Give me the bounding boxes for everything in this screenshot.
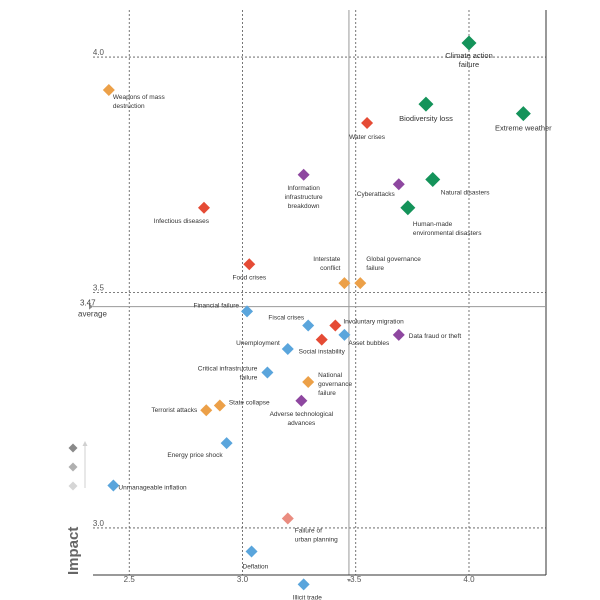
legend-arrow-icon (82, 441, 88, 446)
tick-layer: 2.5 3.0 3.5 4.0 3.0 3.5 4.0 (93, 48, 475, 584)
data-point-diamond[interactable] (241, 305, 254, 318)
data-point-label: Energy price shock (167, 452, 223, 459)
data-point-diamond[interactable] (200, 404, 213, 417)
data-point-diamond[interactable] (261, 366, 274, 379)
data-point-label: Climate action failure (445, 51, 493, 69)
data-point-diamond[interactable] (315, 333, 328, 346)
legend-diamond-icon (68, 481, 78, 491)
data-point-label: Human-made environmental disasters (413, 221, 482, 237)
data-point-diamond[interactable] (302, 319, 315, 332)
average-text-label: average (78, 310, 107, 319)
data-point-diamond[interactable] (281, 512, 294, 525)
x-average-marker-icon (346, 579, 351, 582)
data-point-diamond[interactable] (297, 168, 310, 181)
data-point-label: Deflation (243, 563, 269, 570)
data-point-diamond[interactable] (400, 200, 416, 216)
data-point-label: Food crises (232, 274, 266, 281)
data-point-diamond[interactable] (461, 35, 477, 51)
x-tick-label: 4.0 (463, 575, 475, 584)
grid-layer (89, 10, 546, 575)
data-point-diamond[interactable] (213, 399, 226, 412)
data-point-label: Interstate conflict (313, 256, 340, 272)
data-point-label: Unmanageable inflation (118, 485, 187, 492)
data-point-diamond[interactable] (197, 201, 210, 214)
data-point-diamond[interactable] (338, 328, 351, 341)
legend-layer (68, 441, 88, 491)
data-point-diamond[interactable] (354, 277, 367, 290)
data-point-diamond[interactable] (107, 479, 120, 492)
data-point-label: Terrorist attacks (151, 407, 198, 414)
data-point-label: Infectious diseases (154, 218, 210, 225)
data-point-diamond[interactable] (243, 258, 256, 271)
data-point-label: Biodiversity loss (399, 114, 453, 123)
data-point-diamond[interactable] (361, 117, 374, 129)
data-point-label: Financial failure (193, 302, 239, 309)
data-point-diamond[interactable] (302, 375, 315, 388)
data-point-diamond[interactable] (281, 343, 294, 355)
point-layer: Climate action failure Extreme weather Biod… (102, 35, 552, 600)
legend-diamond-icon (68, 462, 78, 472)
data-point-label: Failure of urban planning (295, 528, 338, 544)
data-point-label: Adverse technological advances (270, 411, 334, 427)
data-point-label: Critical infrastructure failure (198, 366, 258, 382)
y-tick-label: 3.5 (93, 284, 105, 293)
data-point-label: Asset bubbles (348, 340, 390, 347)
data-point-label: Weapons of mass destruction (113, 94, 166, 110)
data-point-label: Natural disasters (441, 190, 491, 197)
average-value-label: 3.47 (80, 299, 96, 308)
data-point-label: Cyberattacks (357, 191, 396, 198)
data-point-label: State collapse (229, 400, 270, 407)
data-point-diamond[interactable] (392, 178, 405, 191)
data-point-label: Fiscal crises (268, 314, 305, 321)
data-point-label: Illicit trade (293, 594, 323, 600)
data-point-label: Global governance failure (366, 256, 421, 272)
data-point-label: National governance failure (318, 372, 352, 397)
x-tick-label: 2.5 (124, 575, 136, 584)
data-point-diamond[interactable] (418, 96, 434, 112)
x-tick-label: 3.0 (237, 575, 249, 584)
data-point-diamond[interactable] (295, 394, 308, 407)
data-point-diamond[interactable] (220, 437, 233, 450)
data-point-label: Social instability (299, 349, 346, 356)
y-tick-label: 4.0 (93, 48, 105, 57)
data-point-diamond[interactable] (102, 84, 115, 97)
average-marker-icon (89, 303, 93, 310)
legend-diamond-icon (68, 443, 78, 453)
data-point-diamond[interactable] (515, 106, 531, 122)
data-point-label: Water crises (349, 134, 386, 141)
data-point-diamond[interactable] (338, 277, 351, 290)
data-point-label: Involuntary migration (343, 318, 404, 325)
x-tick-label: 3.5 (350, 575, 362, 584)
data-point-diamond[interactable] (425, 172, 441, 187)
data-point-label: Extreme weather (495, 124, 552, 133)
data-point-label: Data fraud or theft (409, 333, 462, 340)
data-point-diamond[interactable] (297, 578, 310, 591)
data-point-diamond[interactable] (392, 328, 405, 341)
data-point-diamond[interactable] (245, 545, 258, 558)
y-axis-title: Impact (65, 527, 82, 575)
data-point-diamond[interactable] (329, 319, 342, 332)
y-tick-label: 3.0 (93, 519, 105, 528)
data-point-label: Unemployment (236, 340, 280, 347)
data-point-label: Information infrastructure breakdown (285, 185, 323, 210)
